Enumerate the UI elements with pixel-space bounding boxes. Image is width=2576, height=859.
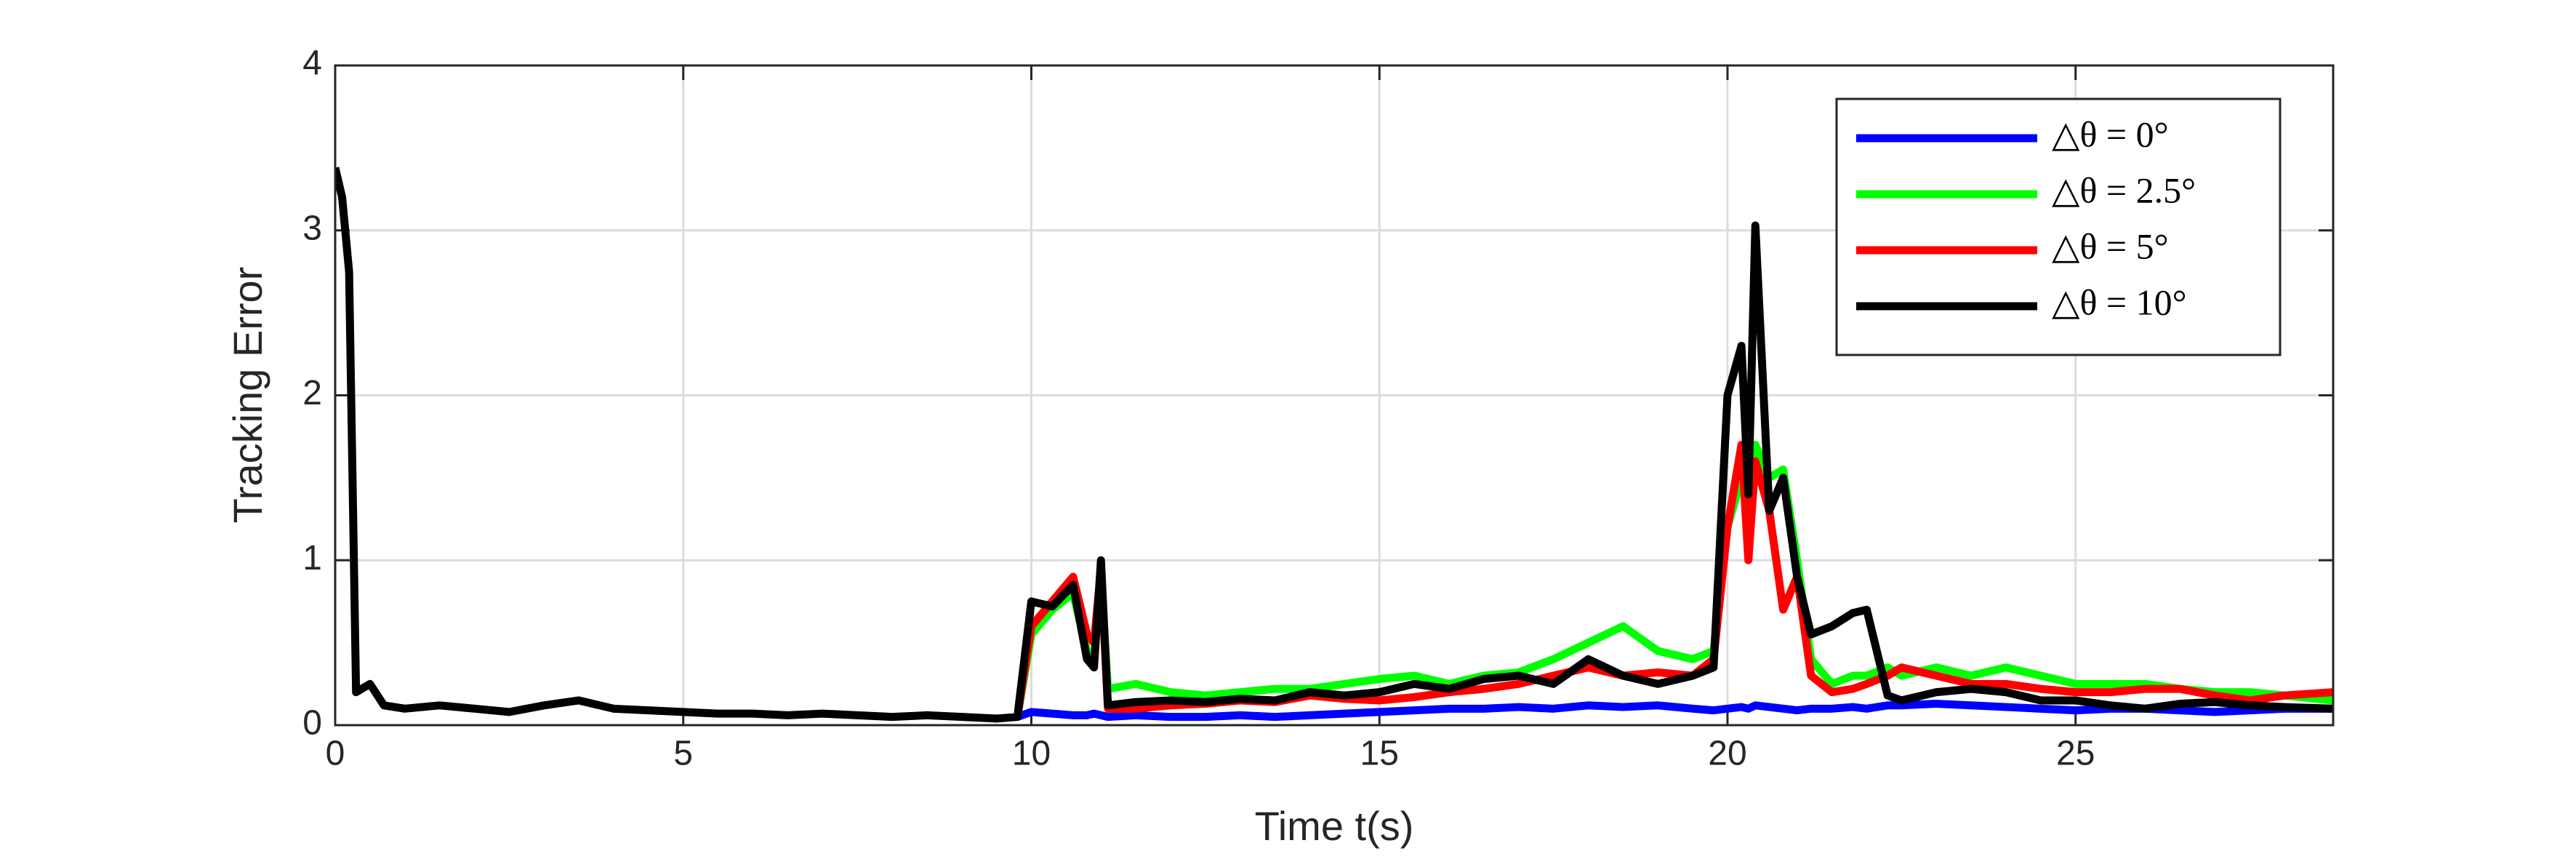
legend-label: △θ = 10°: [2052, 281, 2187, 322]
legend-label: △θ = 2.5°: [2052, 169, 2196, 210]
y-axis-label: Tracking Error: [225, 267, 270, 524]
legend-label: △θ = 0°: [2052, 113, 2169, 154]
y-tick-label: 0: [302, 704, 322, 743]
data-line: [335, 167, 2333, 723]
y-tick-label: 1: [302, 539, 322, 578]
plot-frame: [334, 64, 2335, 727]
legend-box: [1835, 97, 2282, 356]
x-tick-label: 20: [1708, 735, 1746, 773]
x-tick-label: 15: [1360, 735, 1399, 773]
legend-label: △θ = 5°: [2052, 225, 2169, 266]
x-tick-label: 25: [2056, 735, 2095, 773]
y-tick-label: 3: [302, 209, 322, 247]
x-tick-label: 10: [1012, 735, 1051, 773]
data-line: [1016, 700, 2333, 722]
x-axis-label: Time t(s): [1255, 803, 1414, 849]
y-tick-label: 2: [302, 374, 322, 412]
x-tick-label: 0: [326, 735, 345, 773]
y-tick-label: 4: [302, 44, 322, 83]
x-tick-label: 5: [673, 735, 693, 773]
